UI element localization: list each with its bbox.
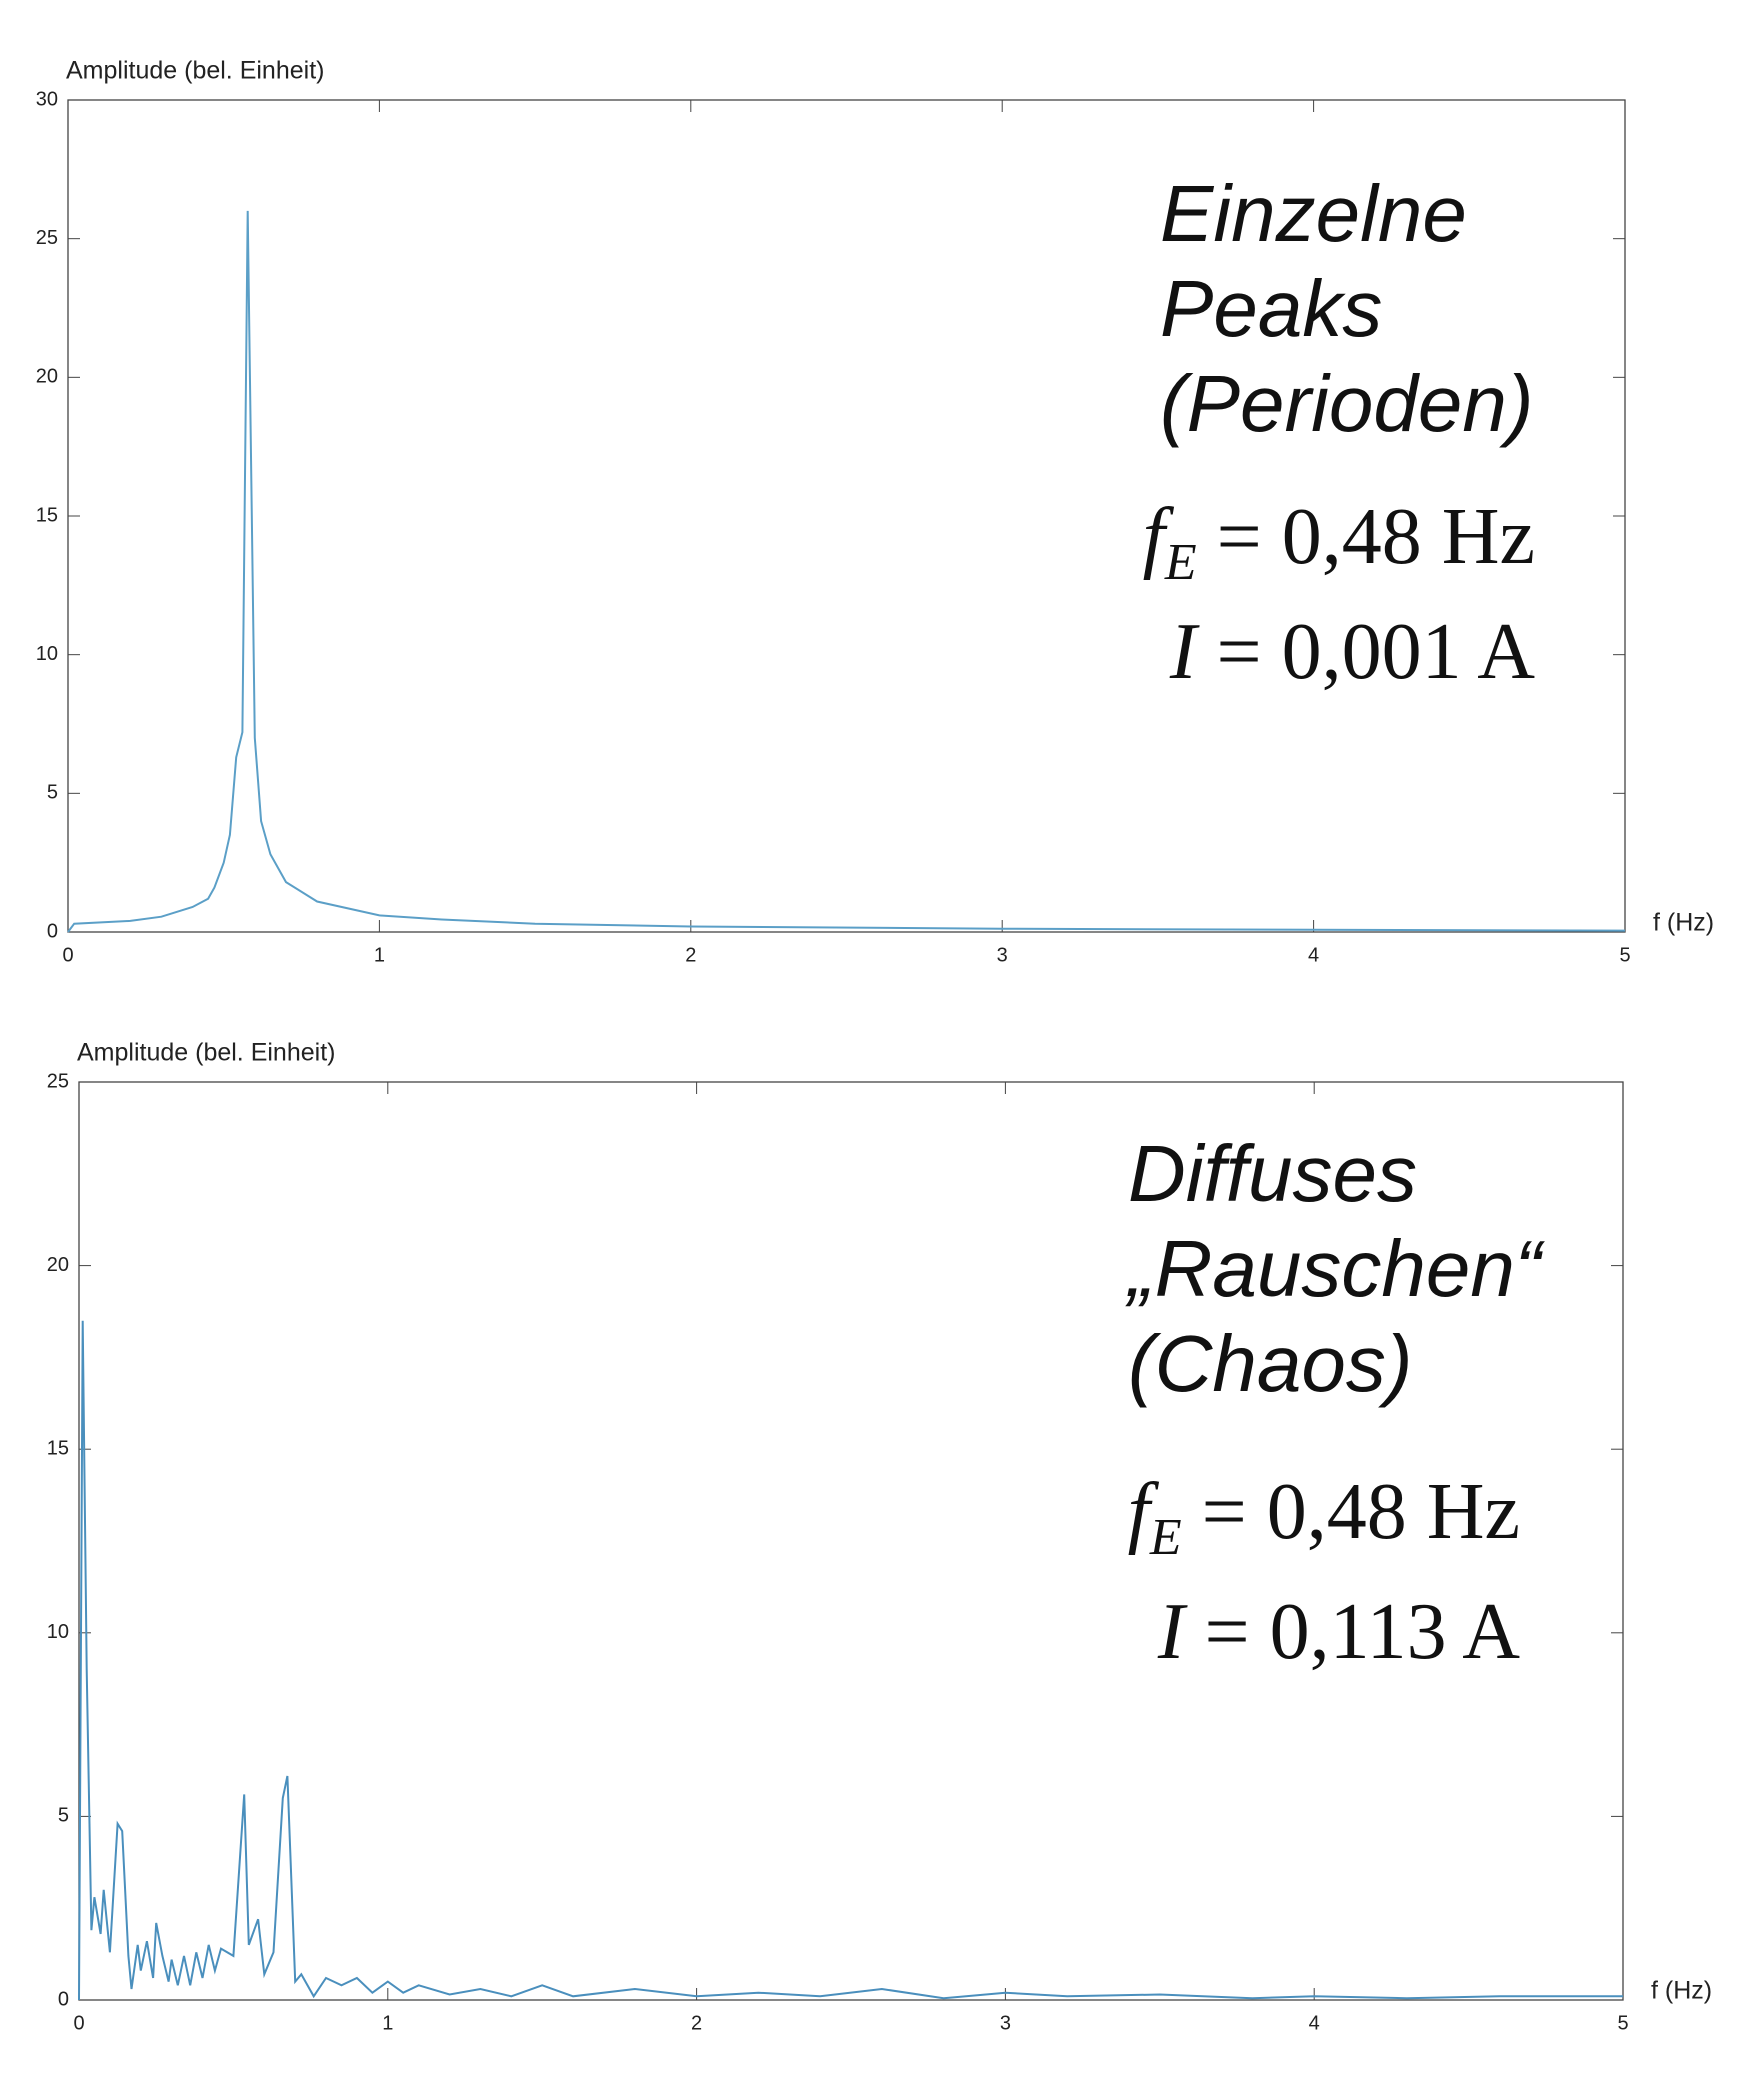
equation: fE = 0,48 Hz [1143,493,1535,591]
spectrum-line [67,210,1626,933]
x-tick-label: 3 [997,944,1008,966]
x-tick-label: 3 [1000,2012,1011,2034]
y-tick-label: 25 [47,1070,69,1092]
equation: I = 0,113 A [1157,1588,1520,1676]
annotation-heading: „Rauschen“ [1125,1224,1546,1313]
spectrum-line [78,1320,1623,2001]
equation-rest: = 0,48 Hz [1182,1468,1520,1556]
equation-symbol: I [1157,1588,1188,1676]
y-tick-label: 20 [36,366,58,388]
y-tick-label: 5 [47,782,58,804]
y-tick-label: 15 [36,504,58,526]
equation-symbol: I [1169,608,1200,696]
x-tick-label: 2 [685,944,696,966]
annotation-heading: Diffuses [1128,1129,1417,1218]
x-tick-label: 4 [1308,944,1319,966]
equation: I = 0,001 A [1169,608,1535,696]
equation-rest: = 0,113 A [1184,1588,1520,1676]
y-tick-label: 30 [36,88,58,110]
x-tick-label: 0 [73,2012,84,2034]
y-tick-label: 10 [47,1621,69,1643]
y-tick-label: 0 [47,920,58,942]
x-tick-label: 5 [1619,944,1630,966]
y-tick-label: 15 [47,1437,69,1459]
x-tick-label: 1 [374,944,385,966]
y-tick-label: 20 [47,1254,69,1276]
y-tick-label: 10 [36,643,58,665]
equation-rest: = 0,001 A [1197,608,1536,696]
annotation-heading: (Chaos) [1128,1319,1413,1408]
equation-subscript: E [1149,1509,1182,1566]
x-tick-label: 5 [1617,2012,1628,2034]
y-tick-label: 25 [36,227,58,249]
x-tick-label: 4 [1309,2012,1320,2034]
x-axis-label: f (Hz) [1653,909,1714,937]
x-tick-label: 1 [382,2012,393,2034]
x-tick-label: 2 [691,2012,702,2034]
x-tick-label: 0 [62,944,73,966]
y-tick-label: 0 [58,1988,69,2010]
annotation-heading: Peaks [1160,264,1382,353]
annotation-heading: (Perioden) [1160,359,1534,448]
annotation-heading: Einzelne [1160,169,1467,258]
equation: fE = 0,48 Hz [1128,1468,1520,1566]
y-tick-label: 5 [58,1805,69,1827]
plot-frame [78,1081,1624,2001]
y-axis-label: Amplitude (bel. Einheit) [66,57,324,85]
equation-rest: = 0,48 Hz [1197,493,1535,581]
equation-subscript: E [1164,534,1197,591]
x-axis-label: f (Hz) [1651,1977,1712,2005]
y-axis-label: Amplitude (bel. Einheit) [77,1039,335,1067]
